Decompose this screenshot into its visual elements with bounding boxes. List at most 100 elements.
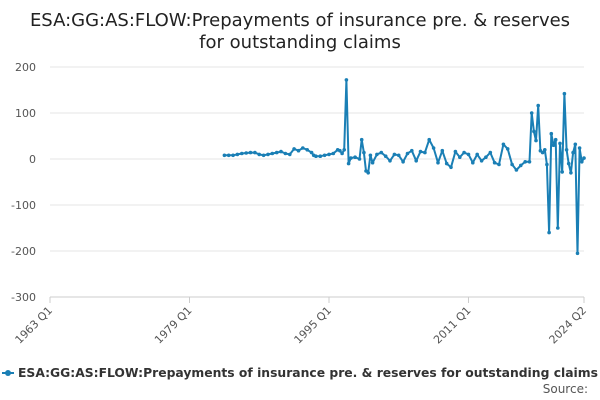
data-point[interactable] — [283, 151, 288, 156]
data-point[interactable] — [379, 150, 384, 155]
data-point[interactable] — [536, 103, 540, 108]
data-point[interactable] — [388, 159, 392, 163]
data-point[interactable] — [349, 156, 353, 160]
data-point[interactable] — [475, 152, 480, 157]
data-point[interactable] — [301, 146, 305, 150]
data-point[interactable] — [534, 138, 538, 143]
data-point[interactable] — [497, 162, 501, 167]
data-point[interactable] — [235, 152, 240, 157]
data-point[interactable] — [405, 151, 410, 156]
data-point[interactable] — [551, 143, 556, 147]
data-point[interactable] — [545, 162, 549, 167]
data-point[interactable] — [396, 153, 401, 158]
data-point[interactable] — [431, 146, 436, 150]
data-point[interactable] — [327, 152, 331, 157]
data-point[interactable] — [222, 153, 227, 158]
data-point[interactable] — [318, 154, 323, 158]
data-point[interactable] — [575, 251, 580, 256]
data-point[interactable] — [418, 149, 423, 154]
data-point[interactable] — [231, 153, 235, 158]
data-point[interactable] — [560, 170, 564, 174]
data-point[interactable] — [558, 141, 562, 146]
data-point[interactable] — [314, 154, 318, 158]
data-point[interactable] — [562, 91, 567, 96]
data-point[interactable] — [484, 155, 488, 159]
data-point[interactable] — [261, 153, 266, 158]
data-point[interactable] — [346, 161, 351, 166]
data-point[interactable] — [392, 152, 397, 157]
data-point[interactable] — [410, 148, 414, 153]
data-point[interactable] — [523, 160, 527, 164]
data-point[interactable] — [253, 150, 257, 155]
data-point[interactable] — [248, 150, 253, 155]
data-point[interactable] — [527, 160, 532, 164]
data-point[interactable] — [569, 171, 573, 175]
data-point[interactable] — [353, 155, 357, 159]
data-point[interactable] — [296, 148, 301, 153]
data-point[interactable] — [458, 155, 462, 159]
data-point[interactable] — [573, 142, 578, 147]
legend[interactable]: ESA:GG:AS:FLOW:Prepayments of insurance … — [2, 366, 598, 380]
data-point[interactable] — [532, 129, 536, 134]
data-point[interactable] — [414, 159, 419, 163]
legend-item-label[interactable]: ESA:GG:AS:FLOW:Prepayments of insurance … — [18, 366, 598, 380]
data-point[interactable] — [266, 152, 270, 157]
data-point[interactable] — [553, 137, 558, 142]
data-point[interactable] — [288, 152, 292, 157]
data-point[interactable] — [449, 165, 453, 170]
data-point[interactable] — [566, 161, 571, 166]
data-point[interactable] — [322, 153, 327, 158]
data-point[interactable] — [240, 151, 244, 156]
data-point[interactable] — [357, 157, 362, 161]
data-point[interactable] — [488, 150, 493, 155]
data-point[interactable] — [279, 149, 283, 154]
data-point[interactable] — [226, 153, 231, 158]
data-point[interactable] — [547, 230, 551, 235]
data-point[interactable] — [501, 142, 506, 147]
data-point[interactable] — [505, 147, 510, 151]
data-point[interactable] — [492, 160, 497, 165]
data-point[interactable] — [436, 160, 440, 165]
data-point[interactable] — [582, 156, 586, 160]
data-point[interactable] — [440, 148, 445, 153]
data-point[interactable] — [270, 151, 275, 156]
data-point[interactable] — [571, 150, 575, 155]
data-point[interactable] — [401, 160, 405, 164]
data-point[interactable] — [577, 146, 582, 150]
data-point[interactable] — [344, 78, 349, 82]
data-point[interactable] — [510, 162, 514, 167]
data-point[interactable] — [466, 152, 471, 157]
data-point[interactable] — [340, 151, 344, 156]
data-point[interactable] — [549, 131, 554, 136]
data-point[interactable] — [342, 148, 347, 152]
data-point[interactable] — [338, 148, 342, 153]
data-point[interactable] — [359, 137, 364, 142]
data-point[interactable] — [453, 149, 458, 154]
data-point[interactable] — [244, 151, 248, 155]
data-point[interactable] — [423, 150, 427, 155]
data-point[interactable] — [368, 153, 373, 158]
data-point[interactable] — [471, 160, 475, 165]
data-point[interactable] — [292, 147, 296, 151]
data-point[interactable] — [564, 148, 569, 152]
data-point[interactable] — [309, 150, 314, 155]
data-point[interactable] — [556, 226, 560, 230]
data-point[interactable] — [444, 161, 449, 166]
data-point[interactable] — [274, 150, 279, 155]
data-point[interactable] — [257, 152, 262, 157]
data-point[interactable] — [529, 111, 534, 115]
data-point[interactable] — [362, 150, 366, 155]
data-point[interactable] — [383, 154, 388, 158]
data-point[interactable] — [427, 137, 432, 142]
data-point[interactable] — [519, 163, 523, 168]
data-point[interactable] — [305, 148, 310, 152]
data-point[interactable] — [375, 152, 379, 157]
data-point[interactable] — [331, 151, 336, 156]
data-point[interactable] — [580, 160, 584, 164]
data-point[interactable] — [462, 150, 466, 155]
data-point[interactable] — [514, 168, 519, 172]
data-point[interactable] — [479, 159, 484, 163]
data-point[interactable] — [366, 171, 371, 175]
data-point[interactable] — [540, 150, 545, 155]
data-point[interactable] — [543, 148, 547, 152]
